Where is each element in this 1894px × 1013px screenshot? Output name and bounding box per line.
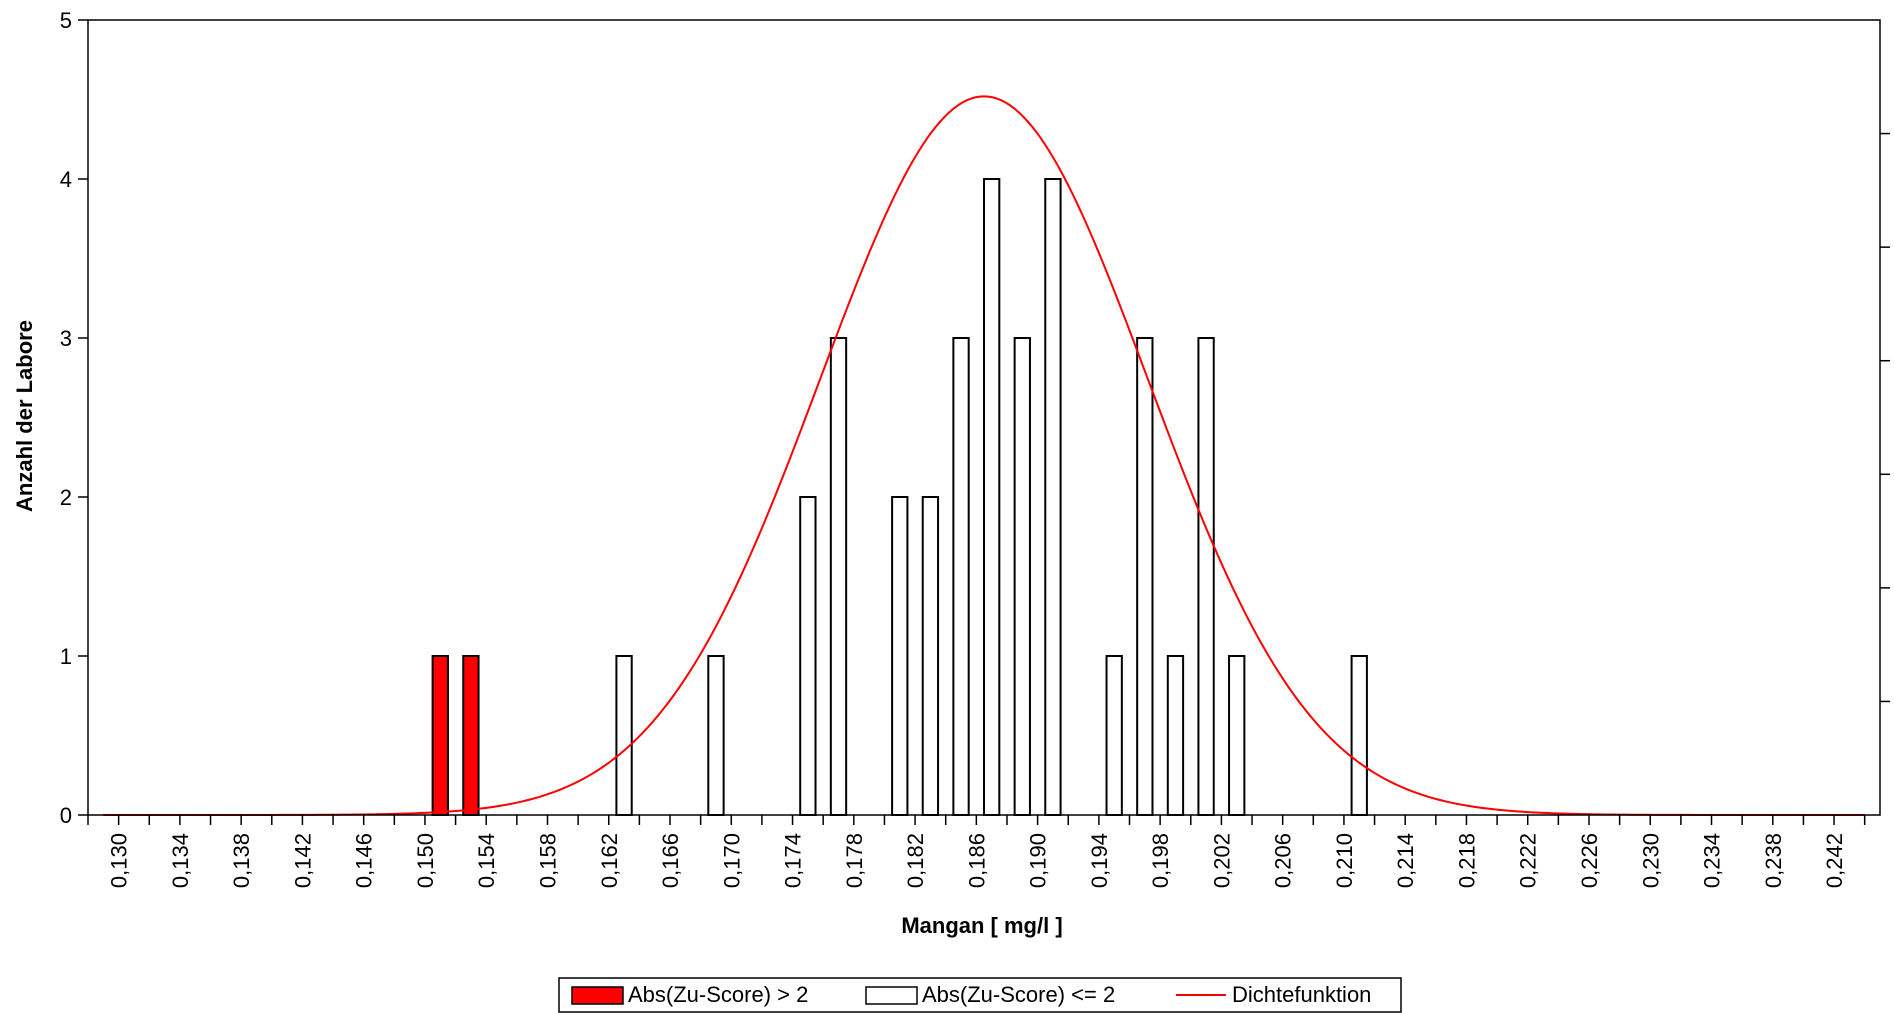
legend-swatch-red — [571, 986, 624, 1005]
density-curve-group — [103, 95, 1865, 816]
bar — [1350, 655, 1368, 816]
y-axis-title: Anzahl der Labore — [12, 320, 37, 512]
y-tick-label: 4 — [60, 167, 72, 192]
x-tick-label: 0,158 — [535, 833, 560, 888]
x-tick-label: 0,166 — [658, 833, 683, 888]
x-tick-label: 0,150 — [413, 833, 438, 888]
bar — [799, 496, 817, 816]
x-tick-label: 0,226 — [1577, 833, 1602, 888]
x-tick-label: 0,186 — [964, 833, 989, 888]
x-tick-label: 0,170 — [719, 833, 744, 888]
bar — [1228, 655, 1246, 816]
bar — [829, 337, 848, 816]
bar-outlier — [431, 655, 449, 816]
x-tick-label: 0,130 — [107, 833, 132, 888]
right-axis-ticks — [1880, 132, 1890, 703]
x-tick-label: 0,206 — [1271, 833, 1296, 888]
bar — [1044, 178, 1062, 816]
x-tick-label: 0,214 — [1393, 833, 1418, 888]
legend-label-red: Abs(Zu-Score) > 2 — [628, 982, 808, 1007]
x-tick-label: 0,222 — [1516, 833, 1541, 888]
y-axis-ticks: 0 1 2 3 4 5 — [60, 8, 88, 828]
x-tick-label: 0,242 — [1822, 833, 1847, 888]
x-tick-label: 0,134 — [168, 833, 193, 888]
bar — [707, 655, 725, 816]
y-tick-label: 1 — [60, 644, 72, 669]
legend-label-white: Abs(Zu-Score) <= 2 — [922, 982, 1115, 1007]
bar — [983, 178, 1001, 816]
x-tick-label: 0,178 — [842, 833, 867, 888]
density-curve — [103, 95, 1865, 816]
y-tick-label: 0 — [60, 803, 72, 828]
x-tick-label: 0,190 — [1026, 833, 1051, 888]
x-tick-label: 0,202 — [1209, 833, 1234, 888]
legend-swatch-white — [865, 986, 918, 1005]
x-tick-label: 0,230 — [1638, 833, 1663, 888]
legend-label-density: Dichtefunktion — [1232, 982, 1371, 1007]
x-tick-label: 0,162 — [597, 833, 622, 888]
legend-box — [558, 977, 1402, 1013]
x-tick-label: 0,198 — [1148, 833, 1173, 888]
y-tick-label: 2 — [60, 485, 72, 510]
bar — [1105, 655, 1123, 816]
bar — [1197, 337, 1215, 816]
legend: Abs(Zu-Score) > 2 Abs(Zu-Score) <= 2 Dic… — [558, 977, 1402, 1013]
x-axis-ticks: 0,130 0,134 0,138 0,142 0,146 0,150 0,154 0,158… — [87, 815, 1866, 888]
y-tick-label: 3 — [60, 326, 72, 351]
x-tick-label: 0,194 — [1087, 833, 1112, 888]
x-tick-label: 0,138 — [229, 833, 254, 888]
x-tick-label: 0,234 — [1700, 833, 1725, 888]
bar — [1166, 655, 1185, 816]
bar — [891, 496, 909, 816]
x-tick-label: 0,210 — [1332, 833, 1357, 888]
bar — [1136, 337, 1154, 816]
x-tick-label: 0,218 — [1454, 833, 1479, 888]
x-tick-label: 0,238 — [1761, 833, 1786, 888]
plot-area-frame — [87, 19, 1881, 816]
x-tick-label: 0,146 — [352, 833, 377, 888]
bar — [615, 655, 633, 816]
bar-outlier — [462, 655, 480, 816]
bar — [921, 496, 940, 816]
x-tick-label: 0,174 — [781, 833, 806, 888]
bars — [431, 178, 1368, 816]
x-tick-label: 0,182 — [903, 833, 928, 888]
y-tick-label: 5 — [60, 8, 72, 33]
bar — [952, 337, 970, 816]
bar — [1013, 337, 1031, 816]
x-tick-label: 0,142 — [290, 833, 315, 888]
x-axis-title: Mangan [ mg/l ] — [901, 913, 1062, 938]
x-tick-label: 0,154 — [474, 833, 499, 888]
